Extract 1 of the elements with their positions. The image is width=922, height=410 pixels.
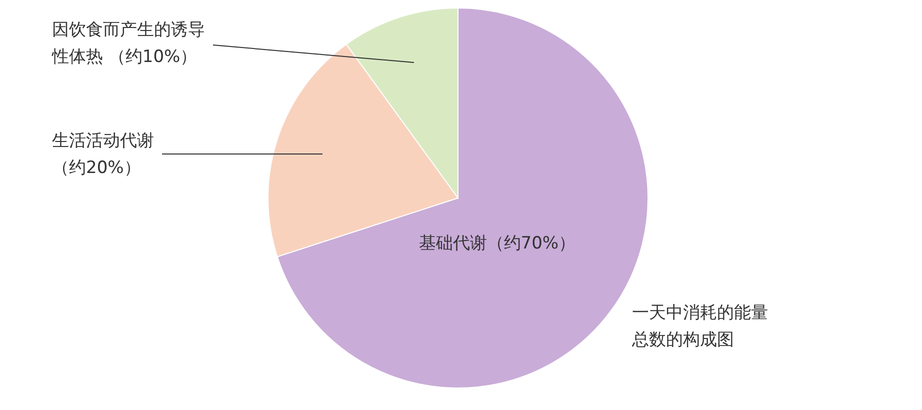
title: 一天中消耗的能量总数的构成图 — [632, 303, 768, 350]
